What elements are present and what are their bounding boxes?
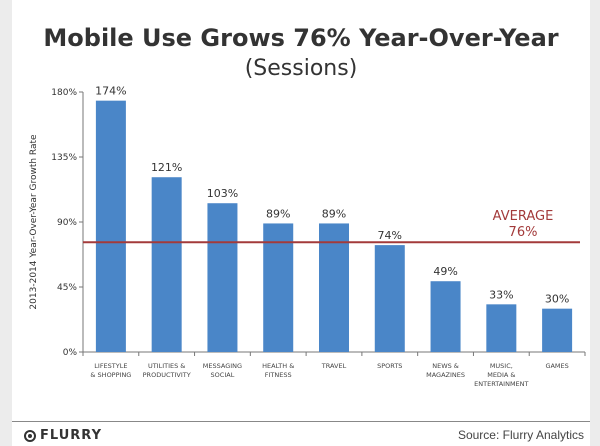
x-tick-label: SPORTS	[377, 362, 402, 370]
x-tick-label: TRAVEL	[321, 362, 347, 370]
chart-title: Mobile Use Grows 76% Year-Over-Year	[43, 24, 559, 52]
x-tick-label: NEWS &	[432, 362, 459, 370]
y-tick-label: 90%	[57, 218, 77, 228]
y-axis-label: 2013-2014 Year-Over-Year Growth Rate	[29, 134, 39, 310]
bar	[430, 281, 461, 352]
y-tick-label: 135%	[51, 153, 77, 163]
x-tick-label: FITNESS	[265, 371, 292, 379]
x-tick-label: & SHOPPING	[90, 371, 131, 379]
y-tick-label: 180%	[51, 88, 77, 98]
x-tick-label: UTILITIES &	[148, 362, 185, 370]
bar	[95, 100, 126, 353]
data-label: 74%	[378, 229, 402, 242]
bar	[486, 304, 517, 352]
data-label: 49%	[433, 265, 457, 278]
bar	[207, 203, 238, 352]
x-tick-label: MUSIC,	[490, 362, 513, 370]
data-label: 103%	[207, 187, 238, 200]
bar	[263, 223, 294, 352]
flurry-logo-icon	[24, 429, 36, 442]
bar	[542, 308, 573, 352]
chart-subtitle: (Sessions)	[244, 56, 358, 81]
flurry-logo-text: FLURRY	[40, 428, 102, 443]
bar	[374, 245, 405, 352]
source-note: Source: Flurry Analytics	[457, 428, 584, 442]
x-tick-label: HEALTH &	[262, 362, 294, 370]
data-label: 121%	[151, 161, 182, 174]
x-tick-label: ENTERTAINMENT	[474, 380, 528, 388]
y-tick-label: 45%	[57, 283, 77, 293]
x-tick-label: GAMES	[545, 362, 568, 370]
x-tick-label: MEDIA &	[487, 371, 515, 379]
x-tick-label: SOCIAL	[211, 371, 235, 379]
bar	[151, 177, 182, 352]
average-value-label: 76%	[509, 225, 538, 240]
flurry-logo: FLURRY	[24, 428, 102, 443]
data-label: 30%	[545, 293, 569, 306]
x-tick-label: LIFESTYLE	[94, 362, 127, 370]
x-tick-label: MESSAGING	[203, 362, 242, 370]
footer-divider	[12, 421, 590, 422]
data-label: 89%	[322, 207, 346, 220]
bar	[319, 223, 349, 352]
x-tick-label: MAGAZINES	[426, 371, 465, 379]
average-label: AVERAGE	[493, 209, 554, 224]
x-tick-label: PRODUCTIVITY	[143, 371, 191, 379]
data-label: 33%	[489, 288, 513, 301]
data-label: 174%	[95, 85, 126, 98]
data-label: 89%	[266, 207, 290, 220]
y-tick-label: 0%	[63, 348, 78, 358]
